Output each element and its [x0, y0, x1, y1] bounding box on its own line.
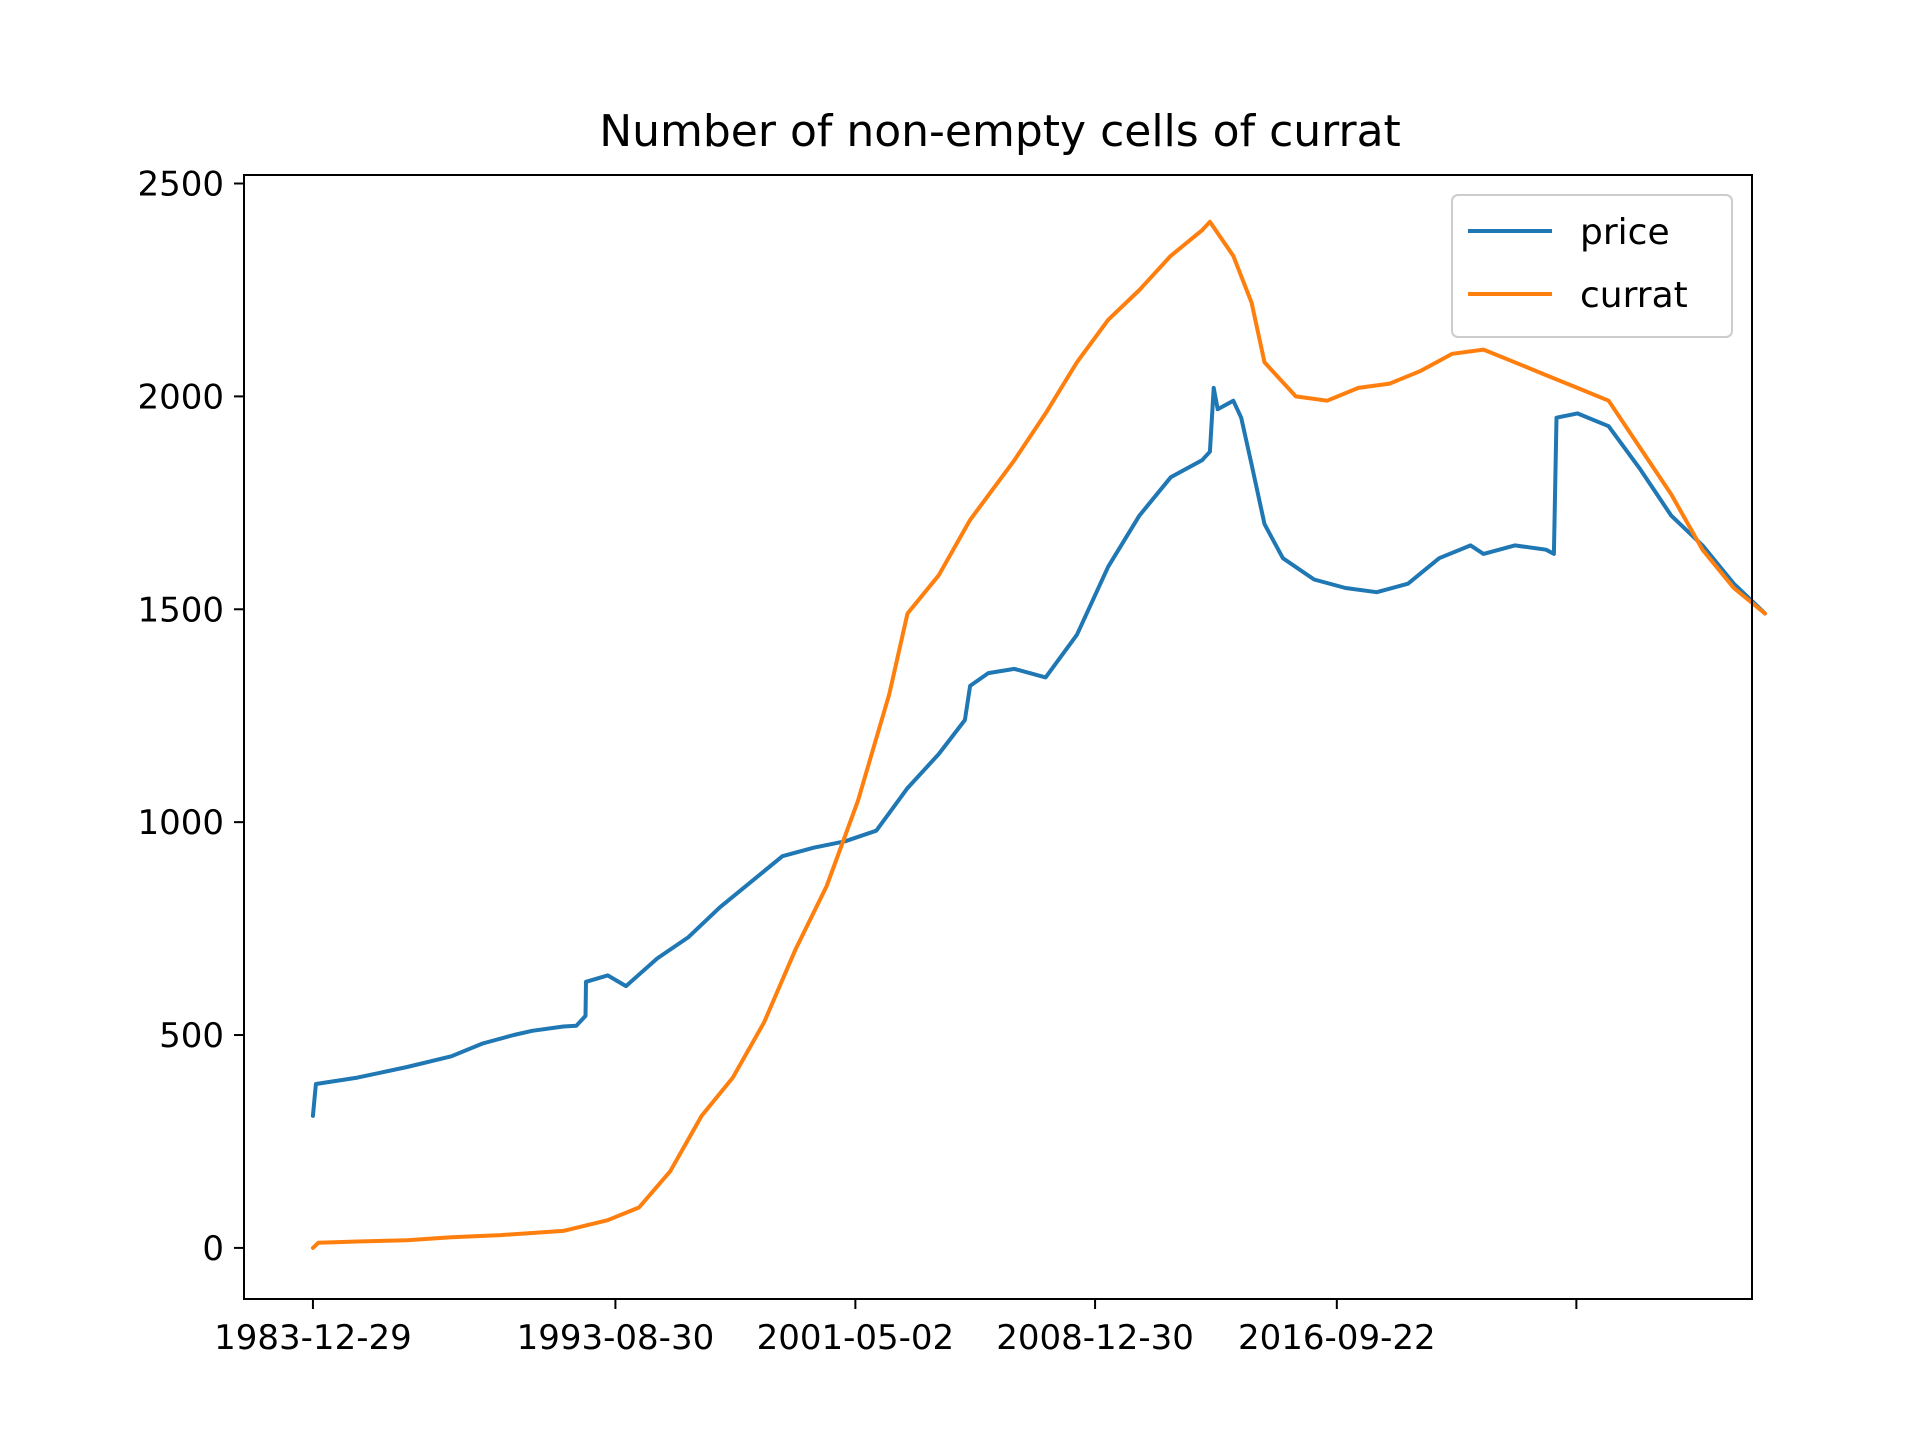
x-axis: 1983-12-29 1993-08-30 2001-05-02 2008-12-30… — [214, 1299, 1578, 1358]
y-tick-label: 2500 — [137, 165, 224, 205]
x-tick-label: 2001-05-02 — [757, 1318, 955, 1358]
x-tick-label: 1983-12-29 — [214, 1318, 412, 1358]
y-tick-label: 500 — [159, 1016, 224, 1056]
series-layer — [310, 219, 1767, 1250]
x-tick-label: 1993-08-30 — [517, 1318, 715, 1358]
series-line-price — [310, 385, 1767, 1118]
x-tick-label: 2008-12-30 — [996, 1318, 1194, 1358]
y-tick-label: 0 — [202, 1229, 224, 1269]
x-tick-label: 2016-09-22 — [1238, 1318, 1436, 1358]
chart-title: Number of non-empty cells of currat — [599, 106, 1401, 157]
y-axis: 0 500 1000 1500 2000 2500 — [137, 165, 244, 1269]
y-tick-label: 2000 — [137, 377, 224, 417]
y-tick-label: 1000 — [137, 803, 224, 843]
legend: price currat — [1451, 194, 1733, 338]
legend-label-currat: currat — [1580, 275, 1688, 316]
series-line-currat — [310, 219, 1767, 1250]
legend-label-price: price — [1580, 212, 1670, 253]
y-tick-label: 1500 — [137, 590, 224, 630]
plot-frame — [243, 174, 1753, 1300]
